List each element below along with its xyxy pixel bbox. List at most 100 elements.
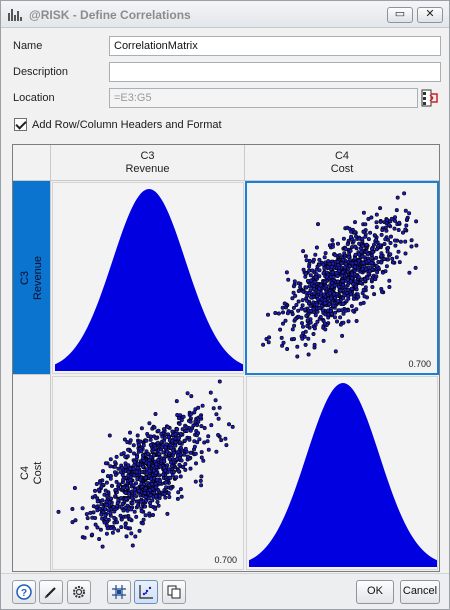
scatter-point	[380, 227, 385, 232]
scatter-point	[112, 526, 117, 531]
scatter-point	[185, 391, 190, 396]
edit-button[interactable]	[39, 580, 63, 604]
scatter-point	[128, 517, 133, 522]
name-field[interactable]	[109, 36, 441, 56]
scatter-point	[187, 437, 192, 442]
scatter-point	[196, 431, 201, 436]
scatter-point	[104, 503, 109, 508]
scatter-point	[386, 223, 391, 228]
scatter-point	[206, 447, 211, 452]
scatter-point	[363, 285, 368, 290]
description-field[interactable]	[109, 62, 441, 82]
scatter-point	[116, 528, 121, 533]
cancel-button[interactable]: Cancel	[400, 580, 440, 604]
scatter-point	[304, 285, 309, 290]
scatter-point	[148, 437, 153, 442]
scatter-point	[369, 215, 374, 220]
scatter-point	[317, 274, 322, 279]
scatter-view-button[interactable]	[134, 580, 158, 604]
cost-histogram	[249, 383, 437, 567]
scatter-point	[336, 263, 341, 268]
scatter-point	[327, 291, 332, 296]
headers-checkbox[interactable]	[14, 118, 27, 131]
scatter-point	[308, 303, 313, 308]
scatter-point	[336, 241, 341, 246]
scatter-point	[129, 531, 134, 536]
scatter-point	[166, 491, 171, 496]
scatter-point	[122, 437, 127, 442]
scatter-point	[367, 269, 372, 274]
scatter-point	[353, 260, 358, 265]
scatter-point	[201, 458, 206, 463]
scatter-point	[162, 491, 167, 496]
scatter-point	[290, 312, 295, 317]
scatter-point	[293, 317, 298, 322]
title-bar[interactable]: @RISK - Define Correlations ▭ ✕	[1, 1, 449, 28]
scatter-point	[154, 462, 159, 467]
scatter-point	[388, 252, 393, 257]
scatter-point	[323, 279, 328, 284]
scatter-point	[303, 329, 308, 334]
column-ref: C4	[334, 150, 350, 162]
cost-revenue-scatter-cell[interactable]: 0.700	[52, 376, 244, 570]
matrix-view-button[interactable]	[107, 580, 131, 604]
scatter-point	[312, 326, 317, 331]
column-header-revenue[interactable]: C3 Revenue	[51, 145, 245, 181]
settings-button[interactable]	[67, 580, 91, 604]
scatter-point	[202, 425, 207, 430]
headers-checkbox-label[interactable]: Add Row/Column Headers and Format	[32, 119, 222, 131]
scatter-point	[335, 319, 340, 324]
scatter-point	[364, 267, 369, 272]
scatter-point	[162, 465, 167, 470]
scatter-point	[414, 243, 419, 248]
scatter-point	[348, 248, 353, 253]
scatter-point	[360, 254, 365, 259]
scatter-point	[374, 274, 379, 279]
scatter-point	[223, 436, 228, 441]
scatter-point	[219, 438, 224, 443]
scatter-point	[170, 429, 175, 434]
scatter-point	[321, 338, 326, 343]
scatter-point	[230, 424, 235, 429]
scatter-point	[136, 442, 141, 447]
scatter-point	[379, 232, 384, 237]
close-button[interactable]: ✕	[417, 7, 443, 23]
ok-button[interactable]: OK	[356, 580, 394, 604]
scatter-point	[414, 219, 419, 224]
scatter-point	[163, 445, 168, 450]
scatter-point	[118, 513, 123, 518]
scatter-point	[124, 534, 129, 539]
column-header-cost[interactable]: C4 Cost	[245, 145, 439, 181]
row-header-cost[interactable]: C4 Cost	[13, 375, 51, 571]
scatter-point	[148, 500, 153, 505]
scatter-point	[88, 510, 93, 515]
scatter-point	[349, 276, 354, 281]
scatter-point	[393, 243, 398, 248]
scatter-point	[108, 476, 113, 481]
range-select-icon[interactable]	[421, 89, 439, 107]
scatter-point	[103, 513, 108, 518]
location-field[interactable]	[109, 88, 418, 108]
scatter-point	[306, 336, 311, 341]
scatter-point	[142, 482, 147, 487]
cost-distribution-cell[interactable]	[246, 376, 438, 570]
scatter-point	[183, 446, 188, 451]
minimize-button[interactable]: ▭	[387, 7, 413, 23]
scatter-point	[131, 483, 136, 488]
help-button[interactable]: ?	[12, 580, 36, 604]
scatter-point	[178, 474, 183, 479]
scatter-point	[317, 306, 322, 311]
scatter-point	[320, 308, 325, 313]
scatter-point	[188, 466, 193, 471]
revenue-cost-scatter-cell[interactable]: 0.700	[245, 181, 439, 375]
scatter-point	[119, 465, 124, 470]
copy-button[interactable]	[162, 580, 186, 604]
scatter-point	[361, 229, 366, 234]
scatter-point	[280, 343, 285, 348]
revenue-distribution-cell[interactable]	[52, 182, 244, 374]
scatter-point	[361, 210, 366, 215]
scatter-point	[121, 477, 126, 482]
scatter-point	[131, 443, 136, 448]
row-header-revenue[interactable]: C3 Revenue	[13, 181, 51, 375]
